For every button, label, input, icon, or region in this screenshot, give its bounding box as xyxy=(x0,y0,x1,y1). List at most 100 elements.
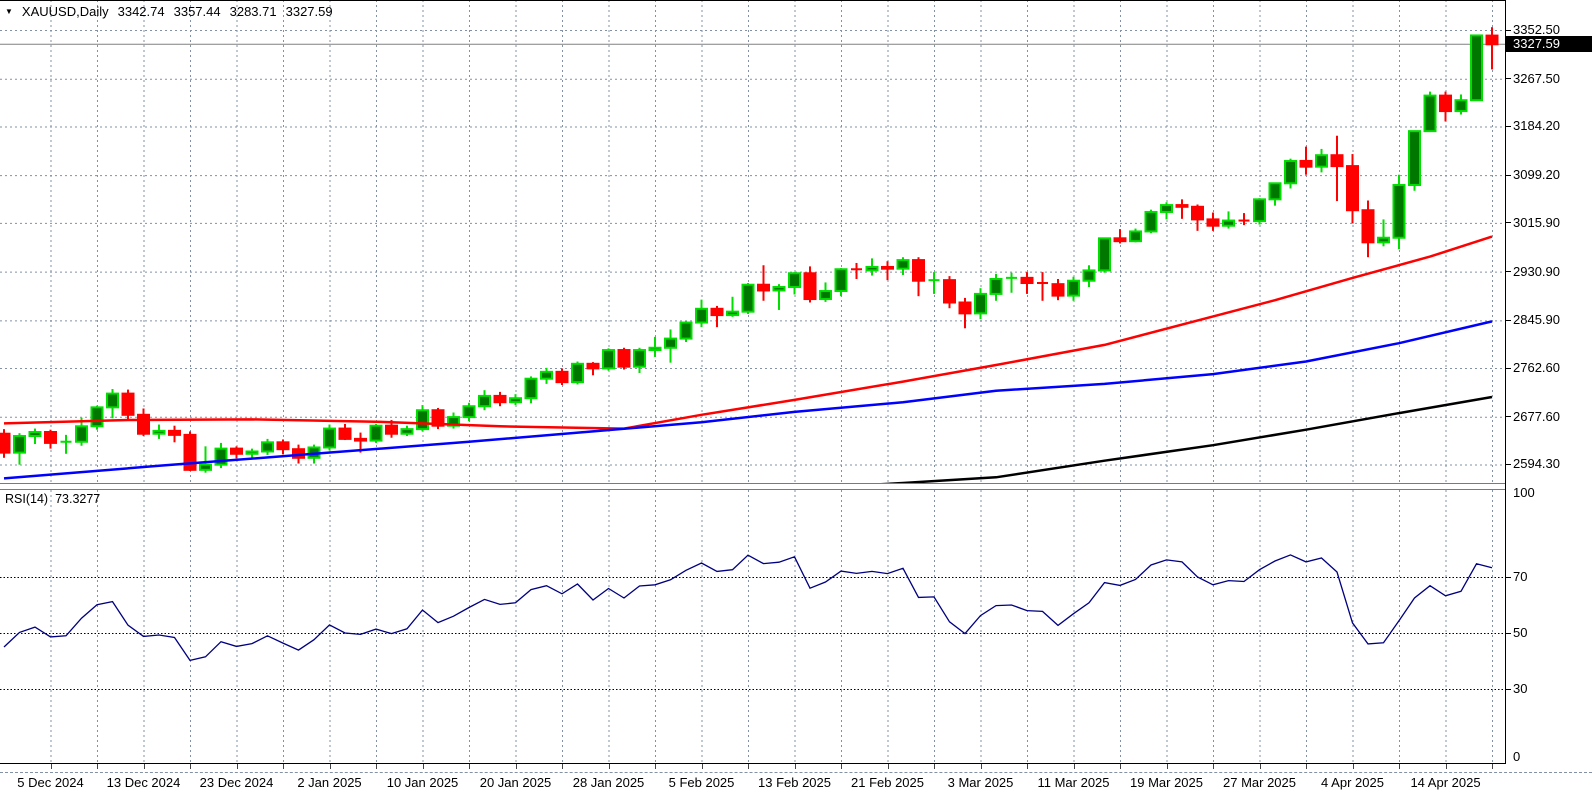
horizontal-gridlines xyxy=(0,30,1505,466)
time-axis-tick xyxy=(143,764,145,769)
time-axis-label: 20 Jan 2025 xyxy=(479,775,552,790)
time-axis-tick xyxy=(97,764,98,769)
rsi-indicator-panel[interactable] xyxy=(0,490,1505,764)
main-price-chart[interactable] xyxy=(0,0,1505,483)
time-axis-tick xyxy=(190,764,191,769)
ma-red-line xyxy=(3,235,1493,430)
time-axis-label: 19 Mar 2025 xyxy=(1130,775,1203,790)
vertical-gridlines xyxy=(50,490,1493,764)
time-axis[interactable]: 5 Dec 2024 13 Dec 2024 23 Dec 2024 2 Jan 20… xyxy=(0,764,1592,796)
price-axis[interactable]: 3327.59 3352.50 3267.50 3184.20 3099.20 3015… xyxy=(1505,0,1592,764)
time-axis-label: 5 Dec 2024 xyxy=(17,775,84,790)
time-axis-label: 11 Mar 2025 xyxy=(1037,775,1110,790)
quote-open: 3342.74 xyxy=(117,4,165,19)
quote-low: 3283.71 xyxy=(229,4,277,19)
rsi-line xyxy=(3,554,1493,662)
price-axis-tick xyxy=(1506,174,1511,176)
rsi-axis-tick xyxy=(1506,632,1511,634)
time-axis-tick xyxy=(1399,764,1400,769)
time-axis-tick xyxy=(50,764,52,769)
price-axis-label: 3015.90 xyxy=(1513,214,1560,230)
time-axis-label: 2 Jan 2025 xyxy=(297,775,362,790)
time-axis-label: 5 Feb 2025 xyxy=(668,775,735,790)
price-axis-label: 2677.60 xyxy=(1513,408,1560,424)
time-axis-tick xyxy=(841,764,842,769)
chart-title-row: ▼ XAUUSD,Daily 3342.74 3357.44 3283.71 3… xyxy=(5,4,333,19)
time-axis-tick xyxy=(1259,764,1261,769)
price-axis-tick xyxy=(1506,367,1511,369)
time-axis-tick xyxy=(236,764,238,769)
time-axis-tick xyxy=(1073,764,1075,769)
time-axis-dashed-line xyxy=(0,772,1592,773)
symbol-dropdown-icon[interactable]: ▼ xyxy=(5,7,13,16)
price-axis-label: 2930.90 xyxy=(1513,263,1560,279)
price-axis-label: 3352.50 xyxy=(1513,22,1560,37)
time-axis-label: 14 Apr 2025 xyxy=(1410,775,1481,790)
time-axis-tick xyxy=(1166,764,1168,769)
rsi-axis-label: 70 xyxy=(1513,569,1528,584)
price-axis-tick xyxy=(1506,222,1511,224)
price-axis-label: 3099.20 xyxy=(1513,167,1560,183)
rsi-axis-label: 0 xyxy=(1513,749,1521,764)
time-axis-tick xyxy=(1352,764,1354,769)
candles-group xyxy=(0,27,1499,473)
price-axis-tick xyxy=(1506,271,1511,273)
rsi-axis-label: 100 xyxy=(1513,485,1535,500)
time-axis-tick xyxy=(1492,764,1493,769)
time-axis-tick xyxy=(980,764,982,769)
time-axis-tick xyxy=(329,764,331,769)
time-axis-tick xyxy=(422,764,424,769)
price-axis-tick xyxy=(1506,319,1511,321)
price-axis-label: 2845.90 xyxy=(1513,312,1560,328)
time-axis-tick xyxy=(1213,764,1214,769)
rsi-axis-tick xyxy=(1506,576,1511,578)
time-axis-label: 3 Mar 2025 xyxy=(947,775,1014,790)
vertical-gridlines xyxy=(50,0,1493,483)
window-top-border xyxy=(0,0,1592,1)
time-axis-label: 13 Feb 2025 xyxy=(757,775,832,790)
time-axis-tick xyxy=(934,764,935,769)
indicator-name: RSI(14) xyxy=(5,492,49,506)
time-axis-tick xyxy=(1027,764,1028,769)
price-axis-label: 3267.50 xyxy=(1513,70,1560,86)
time-axis-tick xyxy=(515,764,517,769)
time-axis-tick xyxy=(655,764,656,769)
time-axis-tick xyxy=(469,764,470,769)
time-axis-label: 27 Mar 2025 xyxy=(1223,775,1296,790)
price-axis-tick xyxy=(1506,78,1511,80)
ma-black-line xyxy=(880,395,1493,483)
indicator-value: 73.3277 xyxy=(55,492,101,506)
symbol-timeframe-label: XAUUSD,Daily xyxy=(21,4,109,19)
time-axis-tick xyxy=(562,764,563,769)
current-price-tag: 3327.59 xyxy=(1506,36,1592,53)
price-axis-tick xyxy=(1506,463,1511,465)
indicator-label-row: RSI(14) 73.3277 xyxy=(5,492,100,506)
price-axis-label: 3184.20 xyxy=(1513,118,1560,134)
price-axis-label: 2594.30 xyxy=(1513,456,1560,472)
time-axis-tick xyxy=(608,764,610,769)
time-axis-tick xyxy=(1306,764,1307,769)
time-axis-label: 10 Jan 2025 xyxy=(386,775,459,790)
rsi-axis-label: 30 xyxy=(1513,681,1528,696)
time-axis-tick xyxy=(701,764,703,769)
time-axis-label: 23 Dec 2024 xyxy=(199,775,274,790)
time-axis-tick xyxy=(887,764,889,769)
time-axis-tick xyxy=(1120,764,1121,769)
quote-close: 3327.59 xyxy=(285,4,333,19)
time-axis-tick xyxy=(376,764,377,769)
time-axis-tick xyxy=(1445,764,1447,769)
time-axis-tick xyxy=(794,764,796,769)
time-axis-label: 13 Dec 2024 xyxy=(106,775,181,790)
price-axis-tick xyxy=(1506,29,1511,31)
quote-high: 3357.44 xyxy=(173,4,221,19)
time-axis-tick xyxy=(283,764,284,769)
price-axis-tick xyxy=(1506,125,1511,127)
time-axis-label: 21 Feb 2025 xyxy=(850,775,925,790)
price-axis-label: 2762.60 xyxy=(1513,360,1560,376)
ma-blue-line xyxy=(3,320,1493,480)
time-axis-label: 28 Jan 2025 xyxy=(572,775,645,790)
panel-separator[interactable] xyxy=(0,483,1592,490)
time-axis-tick xyxy=(748,764,749,769)
rsi-axis-tick xyxy=(1506,688,1511,690)
